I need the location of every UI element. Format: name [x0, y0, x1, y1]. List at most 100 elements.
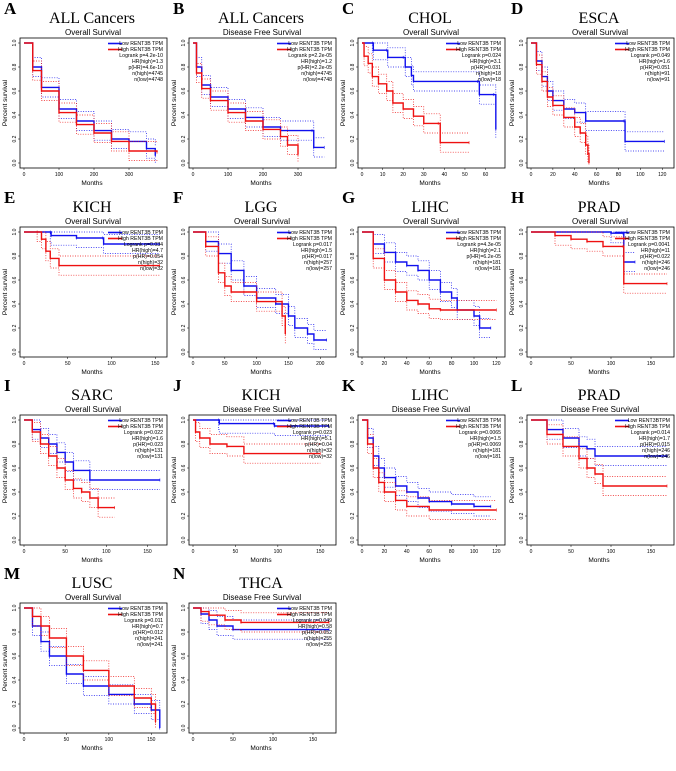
- x-tick-label: 40: [404, 361, 410, 367]
- y-axis-label: Percent survival: [509, 268, 516, 315]
- low-ci-upper: [24, 231, 160, 235]
- survival-type: Overall Survival: [403, 217, 459, 226]
- survival-type: Overall Survival: [65, 405, 121, 414]
- high-ci-lower: [193, 607, 329, 633]
- legend-label: Low RENT3B TPM: [119, 606, 163, 612]
- stat-text: HR(high)=1.6: [639, 59, 670, 65]
- x-tick-label: 50: [222, 361, 228, 367]
- stat-text: Logrank p=0.014: [631, 430, 670, 436]
- low-survival-curve: [362, 42, 497, 130]
- stat-text: n(high)=241: [135, 636, 163, 642]
- x-tick-label: 0: [192, 549, 195, 555]
- stat-text: p(HR)=0.0069: [468, 442, 501, 448]
- stat-text: n(high)=257: [304, 260, 332, 266]
- x-tick-label: 80: [449, 361, 455, 367]
- legend-label: High RENT3B TPM: [287, 47, 332, 53]
- stat-text: n(high)=246: [642, 448, 670, 454]
- y-tick-label: 0.4: [181, 676, 187, 683]
- x-tick-label: 40: [572, 172, 578, 178]
- y-tick-label: 0.0: [519, 159, 525, 166]
- x-tick-label: 120: [492, 361, 501, 367]
- high-survival-curve: [193, 42, 299, 155]
- y-tick-label: 0.2: [12, 324, 18, 331]
- y-tick-label: 0.6: [12, 276, 18, 283]
- panel-letter: E: [4, 188, 15, 207]
- x-tick-label: 100: [55, 172, 64, 178]
- x-tick-label: 40: [404, 549, 410, 555]
- y-tick-label: 0.2: [350, 324, 356, 331]
- cancer-title: CHOL: [408, 10, 452, 27]
- plot-frame: [19, 414, 168, 546]
- y-tick-label: 0.2: [519, 324, 525, 331]
- cancer-title: KICH: [241, 387, 281, 404]
- x-tick-label: 20: [400, 172, 406, 178]
- x-tick-label: 60: [594, 172, 600, 178]
- stat-text: p(HR)=0.023: [133, 442, 163, 448]
- y-tick-label: 0.4: [519, 111, 525, 118]
- x-tick-label: 100: [607, 549, 616, 555]
- y-tick-label: 0.0: [350, 348, 356, 355]
- x-tick-label: 150: [284, 361, 293, 367]
- legend-label: Low RENT3B TPM: [288, 606, 332, 612]
- y-tick-label: 0.6: [519, 276, 525, 283]
- stat-text: Logrank p=0.0041: [628, 242, 670, 248]
- high-ci-lower: [531, 42, 589, 164]
- x-tick-label: 300: [125, 172, 134, 178]
- stat-text: n(low)=32: [309, 454, 332, 460]
- x-tick-label: 100: [105, 737, 114, 743]
- x-tick-label: 100: [102, 549, 111, 555]
- legend-label: Low RENT3B TPM: [457, 418, 501, 424]
- legend-label: High RENT3B TPM: [625, 236, 670, 242]
- x-tick-label: 0: [192, 737, 195, 743]
- survival-type: Disease Free Survival: [223, 28, 301, 37]
- survival-type: Overall Survival: [572, 217, 628, 226]
- y-tick-label: 0.8: [12, 63, 18, 70]
- stat-text: n(low)=32: [140, 266, 163, 272]
- cancer-title: PRAD: [578, 199, 621, 216]
- plot-frame: [357, 37, 506, 169]
- survival-type: Disease Free Survival: [561, 405, 639, 414]
- plot-frame: [357, 414, 506, 546]
- stat-text: HR(high)=1.5: [470, 436, 501, 442]
- stat-text: n(low)=181: [475, 266, 501, 272]
- panel-letter: J: [173, 376, 182, 395]
- stat-text: Logrank p=0.0065: [459, 430, 501, 436]
- y-axis-label: Percent survival: [2, 644, 9, 691]
- y-tick-label: 0.2: [350, 512, 356, 519]
- high-survival-curve: [362, 231, 497, 311]
- panel-letter: G: [342, 188, 355, 207]
- x-axis-label: Months: [81, 369, 103, 376]
- x-tick-label: 150: [147, 737, 156, 743]
- x-tick-label: 50: [568, 361, 574, 367]
- x-tick-label: 50: [568, 549, 574, 555]
- high-ci-upper: [24, 42, 158, 143]
- high-ci-lower: [193, 231, 286, 344]
- x-tick-label: 50: [233, 549, 239, 555]
- x-axis-label: Months: [588, 557, 610, 564]
- high-ci-lower: [531, 231, 667, 294]
- y-tick-label: 1.0: [350, 228, 356, 235]
- y-axis-label: Percent survival: [171, 456, 178, 503]
- y-tick-label: 0.2: [181, 135, 187, 142]
- y-tick-label: 0.4: [519, 488, 525, 495]
- high-ci-upper: [24, 419, 115, 499]
- y-tick-label: 0.6: [519, 87, 525, 94]
- x-tick-label: 60: [483, 172, 489, 178]
- stat-text: HR(high)=1.3: [132, 59, 163, 65]
- x-axis-label: Months: [81, 745, 103, 752]
- plot-frame: [188, 37, 337, 169]
- panel-letter: C: [342, 0, 354, 18]
- panel-letter: F: [173, 188, 183, 207]
- y-tick-label: 0.8: [181, 63, 187, 70]
- x-tick-label: 100: [269, 737, 278, 743]
- y-tick-label: 0.6: [12, 652, 18, 659]
- y-tick-label: 0.4: [519, 300, 525, 307]
- y-tick-label: 0.0: [181, 536, 187, 543]
